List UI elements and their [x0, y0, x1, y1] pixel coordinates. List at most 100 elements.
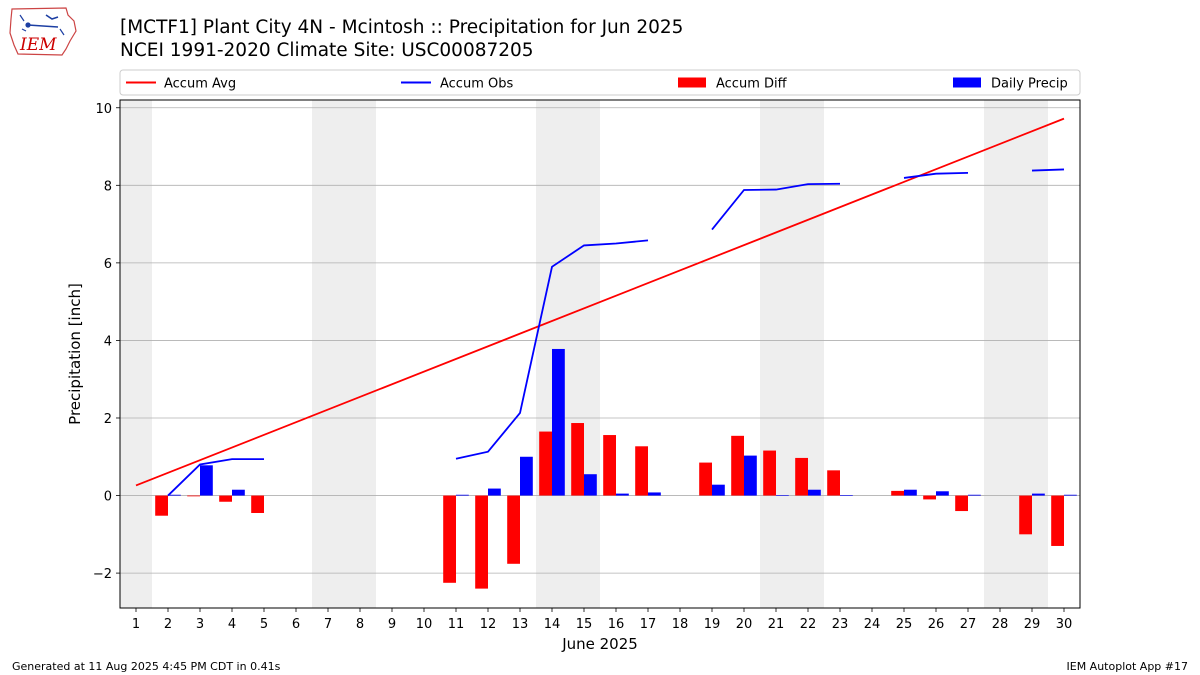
- x-tick-label: 21: [768, 617, 785, 632]
- x-tick-label: 9: [388, 617, 396, 632]
- x-tick-label: 11: [448, 617, 465, 632]
- weekend-shade: [120, 100, 152, 608]
- accum-diff-bar: [827, 470, 840, 496]
- x-tick-label: 18: [672, 617, 689, 632]
- x-tick-label: 6: [292, 617, 300, 632]
- accum-diff-bar: [571, 423, 584, 496]
- x-tick-label: 29: [1024, 617, 1041, 632]
- accum-diff-bar: [507, 495, 520, 564]
- accum-obs-line: [455, 239, 649, 460]
- x-tick-label: 26: [928, 617, 945, 632]
- accum-diff-bar: [475, 495, 488, 589]
- footer-app: IEM Autoplot App #17: [1066, 660, 1189, 673]
- legend-label-accum-obs: Accum Obs: [440, 77, 513, 92]
- accum-diff-bar: [891, 490, 904, 496]
- x-tick-label: 5: [260, 617, 268, 632]
- accum-diff-bar: [251, 495, 264, 513]
- legend-label-accum-avg: Accum Avg: [164, 77, 236, 92]
- daily-precip-bar: [552, 348, 565, 496]
- daily-precip-bar: [584, 474, 597, 496]
- footer-generated: Generated at 11 Aug 2025 4:45 PM CDT in …: [12, 660, 281, 673]
- legend-label-accum-diff: Accum Diff: [716, 77, 788, 92]
- accum-obs-line: [903, 172, 969, 179]
- accum-diff-bar: [1051, 495, 1064, 546]
- accum-avg-line: [135, 117, 1065, 487]
- legend-swatch-daily-precip: [953, 77, 981, 88]
- daily-precip-bar: [712, 484, 725, 496]
- y-tick-label: 8: [104, 179, 112, 194]
- weekend-shade: [568, 100, 600, 608]
- daily-precip-bar: [616, 493, 629, 496]
- accum-obs-line: [1031, 168, 1065, 172]
- daily-precip-bar: [904, 489, 917, 496]
- legend-label-daily-precip: Daily Precip: [991, 77, 1068, 92]
- x-tick-label: 20: [736, 617, 753, 632]
- x-tick-label: 3: [196, 617, 204, 632]
- accum-obs-line: [167, 458, 264, 497]
- daily-precip-bar: [808, 489, 821, 496]
- weekend-shade: [984, 100, 1016, 608]
- x-axis-label: June 2025: [561, 635, 638, 653]
- daily-precip-bar: [488, 488, 501, 496]
- y-tick-label: −2: [93, 567, 112, 582]
- chart-subtitle: NCEI 1991-2020 Climate Site: USC00087205: [120, 40, 534, 61]
- weekend-shade: [312, 100, 344, 608]
- x-tick-label: 1: [132, 617, 140, 632]
- daily-precip-bar: [968, 494, 981, 496]
- daily-precip-bar: [936, 491, 949, 496]
- plot-frame: [119, 99, 1081, 609]
- x-tick-label: 19: [704, 617, 721, 632]
- iem-logo: IEM: [8, 5, 80, 63]
- y-tick-label: 0: [104, 490, 112, 505]
- accum-diff-bar: [955, 495, 968, 512]
- legend-box: [119, 69, 1081, 96]
- daily-precip-bar: [744, 455, 757, 496]
- accum-diff-bar: [219, 495, 232, 502]
- daily-precip-bar: [168, 494, 181, 496]
- daily-precip-bar: [1064, 494, 1077, 496]
- weekend-shade: [760, 100, 792, 608]
- daily-precip-bar: [520, 456, 533, 496]
- x-tick-label: 8: [356, 617, 364, 632]
- x-tick-label: 30: [1056, 617, 1073, 632]
- accum-diff-bar: [187, 495, 200, 497]
- accum-diff-bar: [1019, 495, 1032, 535]
- accum-diff-bar: [539, 431, 552, 496]
- x-tick-label: 25: [896, 617, 913, 632]
- x-tick-label: 15: [576, 617, 593, 632]
- legend-swatch-accum-diff: [678, 77, 706, 88]
- accum-diff-bar: [731, 435, 744, 496]
- y-tick-label: 10: [95, 102, 112, 117]
- daily-precip-bar: [200, 465, 213, 496]
- logo-text: IEM: [19, 35, 57, 55]
- accum-diff-bar: [443, 495, 456, 583]
- weekend-shade: [792, 100, 824, 608]
- y-tick-label: 6: [104, 257, 112, 272]
- x-tick-label: 7: [324, 617, 332, 632]
- x-tick-label: 24: [864, 617, 881, 632]
- accum-diff-bar: [795, 457, 808, 496]
- weekend-shade: [344, 100, 376, 608]
- x-tick-label: 4: [228, 617, 236, 632]
- accum-obs-line: [711, 182, 841, 231]
- y-tick-label: 4: [104, 334, 112, 349]
- daily-precip-bar: [776, 495, 789, 496]
- daily-precip-bar: [648, 492, 661, 496]
- x-tick-label: 23: [832, 617, 849, 632]
- accum-diff-bar: [155, 495, 168, 516]
- x-tick-label: 2: [164, 617, 172, 632]
- y-axis-label: Precipitation [inch]: [66, 283, 84, 425]
- x-tick-label: 10: [416, 617, 433, 632]
- accum-diff-bar: [923, 495, 936, 500]
- x-tick-label: 13: [512, 617, 529, 632]
- daily-precip-bar: [840, 495, 853, 496]
- x-tick-label: 22: [800, 617, 817, 632]
- daily-precip-bar: [1032, 493, 1045, 496]
- daily-precip-bar: [456, 494, 469, 496]
- x-tick-label: 27: [960, 617, 977, 632]
- x-tick-label: 16: [608, 617, 625, 632]
- y-tick-label: 2: [104, 412, 112, 427]
- x-tick-label: 14: [544, 617, 561, 632]
- x-tick-label: 17: [640, 617, 657, 632]
